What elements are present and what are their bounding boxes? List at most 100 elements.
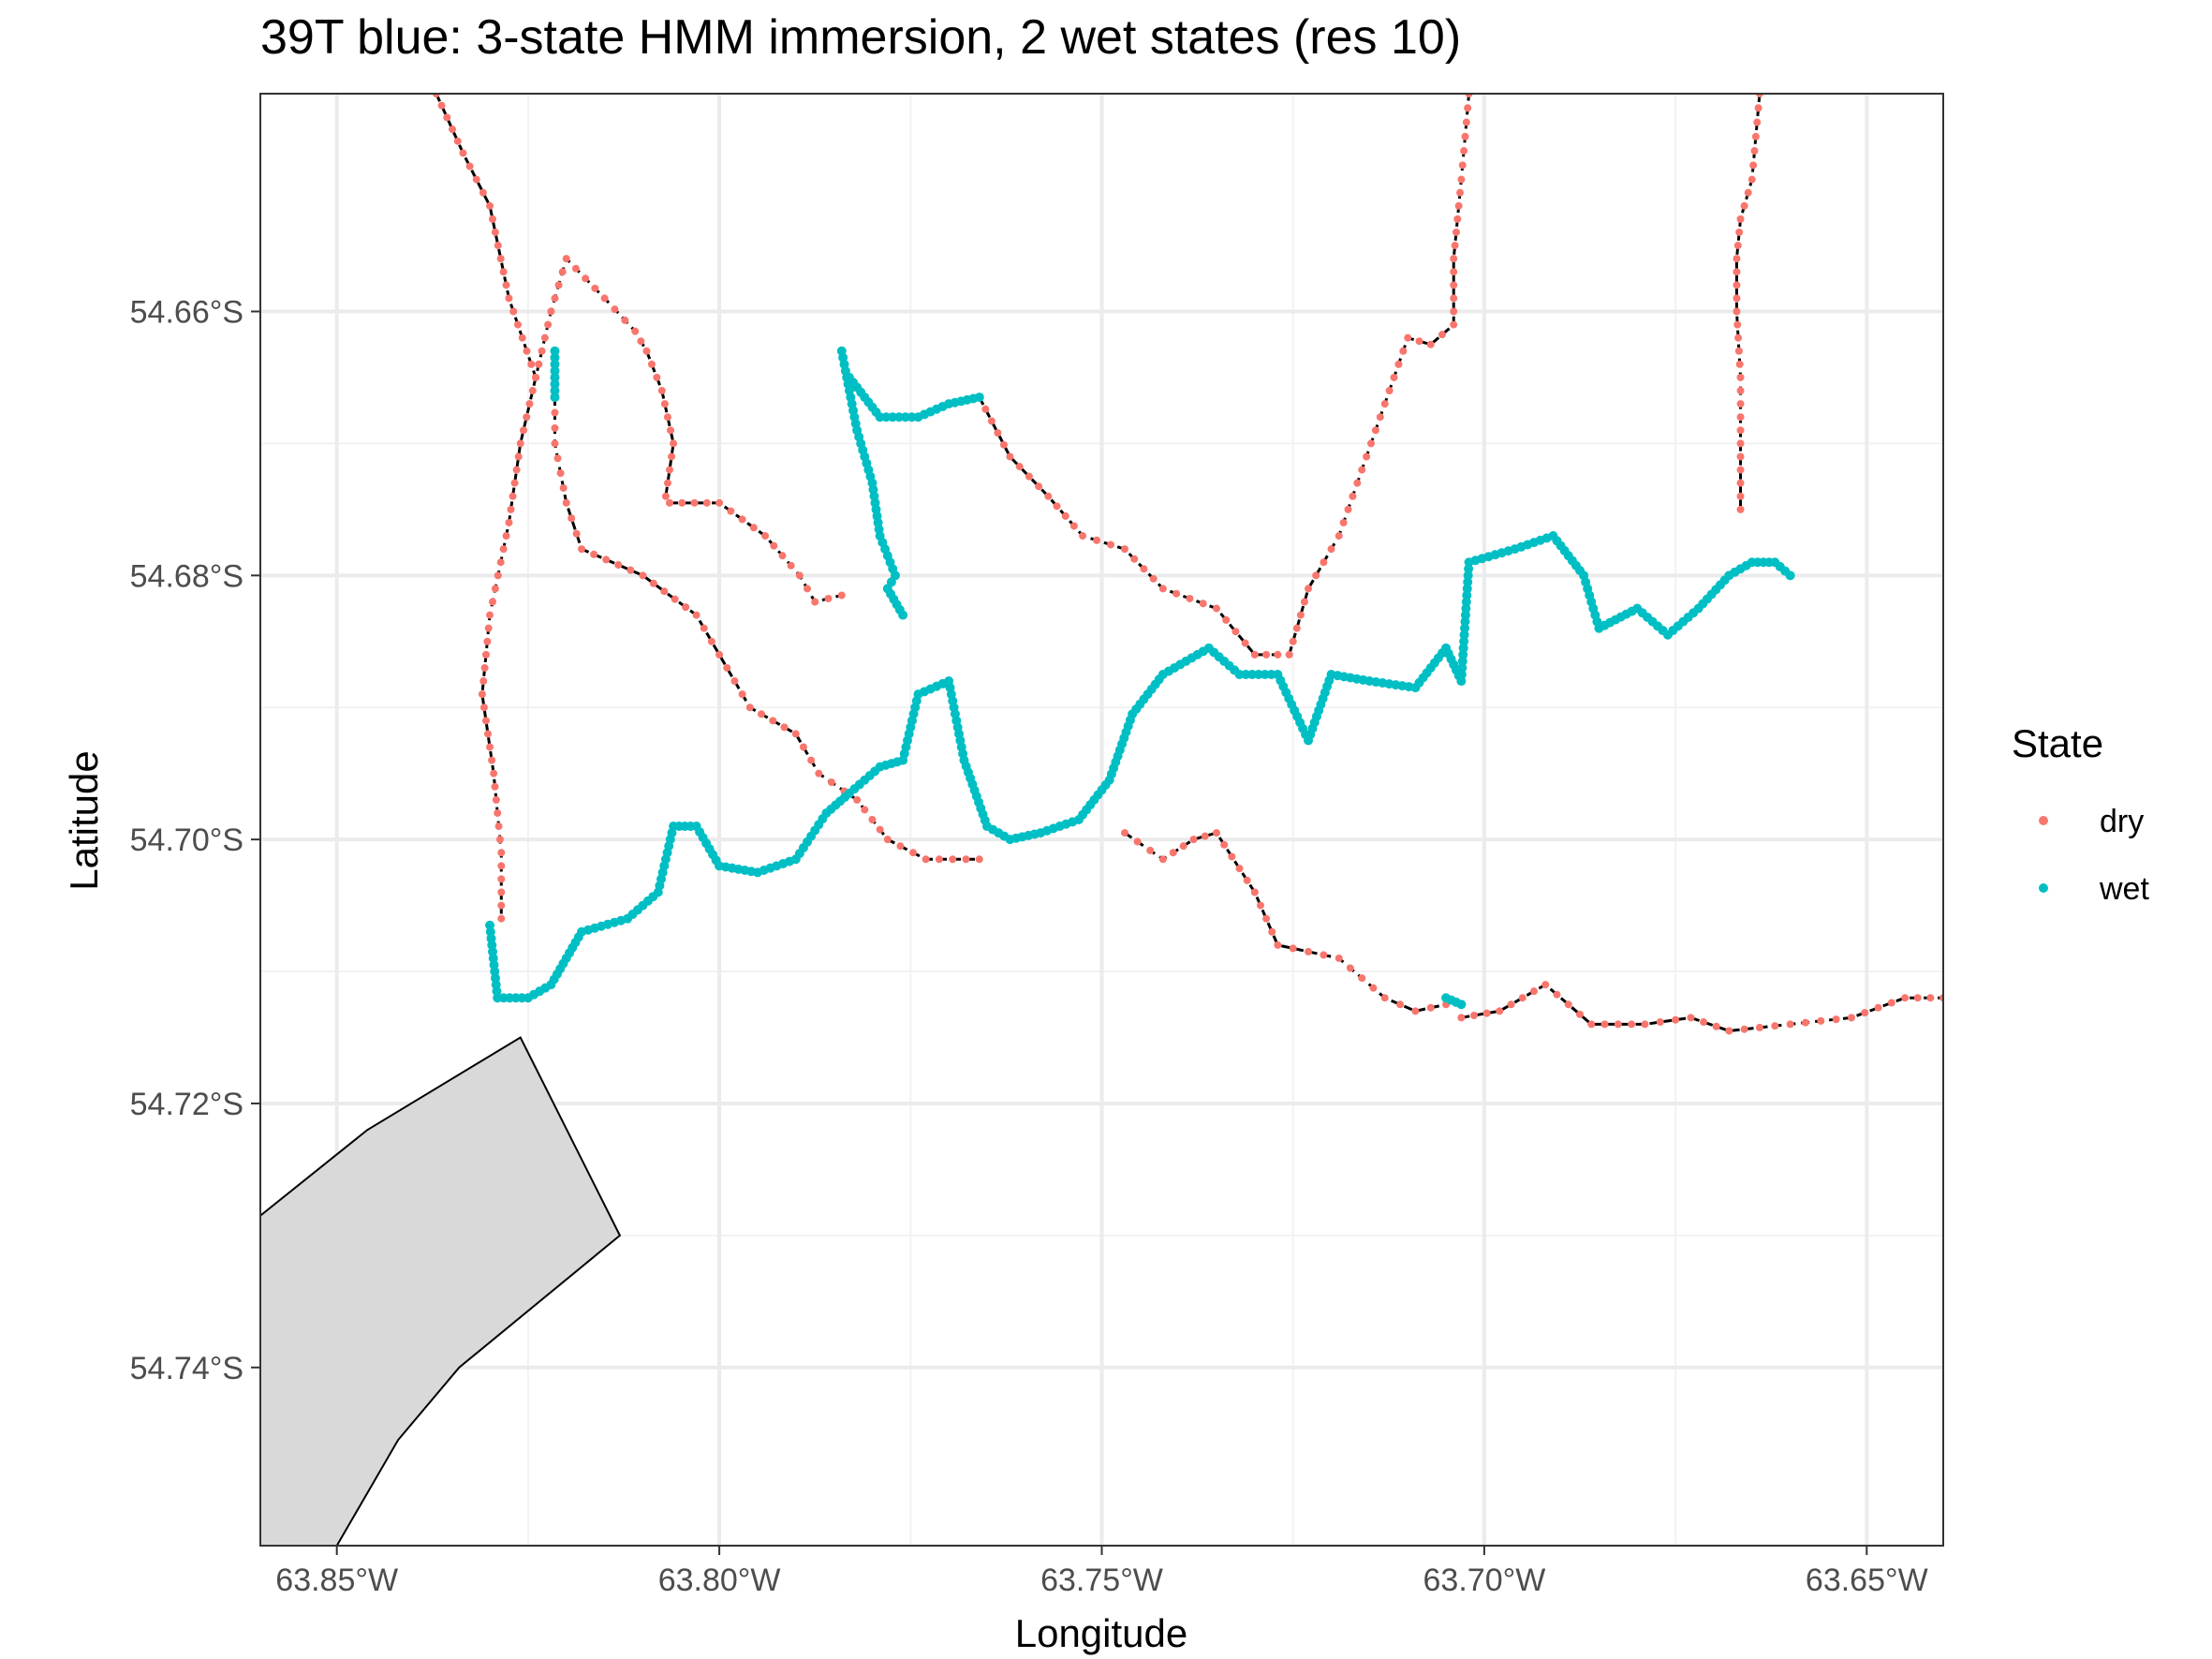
point-dry	[562, 255, 570, 263]
point-dry	[1847, 1014, 1855, 1022]
point-dry	[922, 855, 930, 864]
point-dry	[459, 149, 467, 157]
point-dry	[497, 849, 506, 857]
point-dry	[1231, 628, 1240, 636]
point-dry	[778, 552, 787, 560]
y-tick-label: 54.74°S	[130, 1351, 243, 1386]
point-dry	[661, 492, 670, 500]
point-dry	[1450, 268, 1458, 276]
point-dry	[497, 888, 506, 896]
point-dry	[1733, 294, 1741, 303]
point-dry	[484, 730, 493, 738]
point-dry	[999, 440, 1008, 449]
point-dry	[1736, 215, 1745, 223]
point-dry	[480, 663, 489, 672]
point-dry	[1470, 1012, 1479, 1020]
point-dry	[611, 305, 619, 314]
point-dry	[663, 479, 671, 487]
point-dry	[484, 624, 493, 632]
point-dry	[1901, 994, 1910, 1002]
point-dry	[1656, 1018, 1664, 1027]
point-wet	[1456, 1000, 1467, 1010]
point-dry	[1576, 1010, 1585, 1018]
point-dry	[1747, 175, 1756, 184]
point-dry	[1426, 1003, 1435, 1012]
point-dry	[791, 730, 800, 738]
point-dry	[1327, 545, 1335, 554]
point-dry	[1450, 307, 1458, 316]
point-dry	[1121, 545, 1129, 554]
point-dry	[1457, 1014, 1466, 1022]
point-dry	[1358, 974, 1366, 983]
point-dry	[519, 426, 527, 435]
point-dry	[486, 201, 494, 210]
point-dry	[544, 320, 553, 329]
point-dry	[1256, 901, 1264, 910]
point-dry	[1874, 1003, 1882, 1012]
point-dry	[1130, 555, 1139, 563]
point-dry	[1736, 439, 1745, 448]
point-dry	[1053, 502, 1061, 511]
point-dry	[1740, 201, 1748, 210]
point-dry	[510, 479, 519, 487]
point-dry	[1358, 466, 1366, 474]
point-dry	[1438, 331, 1446, 339]
point-dry	[649, 579, 657, 587]
point-dry	[600, 294, 609, 303]
point-dry	[1453, 215, 1462, 223]
point-dry	[868, 816, 877, 823]
point-dry	[1450, 294, 1458, 303]
point-dry	[1335, 532, 1343, 541]
point-dry	[811, 598, 819, 606]
point-dry	[1564, 1000, 1572, 1009]
legend-label-wet: wet	[2099, 871, 2149, 907]
point-dry	[1380, 400, 1389, 408]
point-dry	[949, 855, 957, 864]
point-dry	[1450, 281, 1458, 289]
point-dry	[1496, 1007, 1504, 1015]
x-tick-label: 63.75°W	[1040, 1563, 1163, 1598]
point-dry	[479, 188, 487, 197]
point-dry	[1335, 954, 1343, 962]
point-dry	[1740, 1025, 1748, 1033]
point-dry	[896, 842, 905, 851]
point-dry	[479, 677, 488, 686]
point-dry	[715, 498, 724, 507]
point-wet	[550, 359, 560, 369]
point-dry	[660, 587, 669, 596]
point-dry	[1243, 876, 1251, 884]
land-polygon	[260, 1036, 622, 1546]
point-dry	[1734, 333, 1743, 342]
point-dry	[449, 126, 457, 134]
point-dry	[700, 624, 708, 632]
point-dry	[1320, 951, 1328, 959]
point-dry	[518, 333, 526, 342]
point-dry	[715, 650, 724, 659]
point-dry	[1458, 161, 1467, 170]
point-dry	[770, 541, 778, 550]
point-dry	[1817, 1016, 1825, 1025]
point-dry	[1262, 914, 1271, 923]
point-dry	[1734, 347, 1743, 355]
point-dry	[1749, 161, 1758, 170]
point-dry	[1832, 1015, 1840, 1024]
point-dry	[861, 806, 869, 814]
point-dry	[1614, 1020, 1622, 1029]
point-dry	[578, 545, 586, 554]
point-dry	[453, 137, 462, 145]
point-dry	[559, 483, 568, 492]
point-dry	[824, 594, 833, 602]
point-dry	[1641, 1020, 1649, 1029]
point-dry	[547, 307, 555, 316]
point-dry	[668, 452, 676, 461]
point-dry	[1736, 452, 1745, 461]
track-line	[978, 396, 1278, 657]
point-dry	[538, 347, 546, 355]
point-dry	[769, 717, 777, 725]
point-dry	[1450, 255, 1458, 263]
y-tick-label: 54.66°S	[130, 295, 243, 331]
point-dry	[492, 795, 500, 804]
point-dry	[591, 284, 599, 292]
point-dry	[1926, 994, 1935, 1002]
point-dry	[670, 439, 678, 448]
